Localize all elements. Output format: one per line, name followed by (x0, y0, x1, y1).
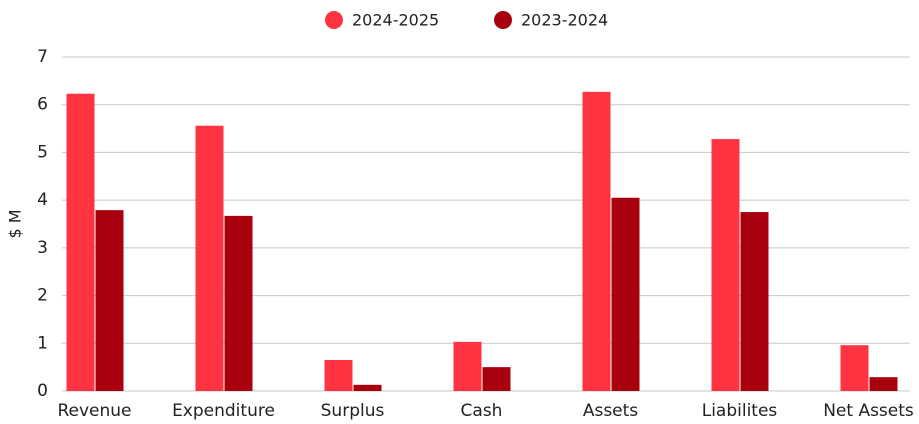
bar (95, 210, 124, 391)
y-tick-label: 4 (37, 190, 48, 210)
y-tick-label: 7 (37, 47, 48, 67)
x-tick-label: Liabilites (702, 401, 778, 421)
x-tick-label: Cash (461, 401, 503, 421)
bar (840, 345, 869, 391)
bar (453, 341, 482, 391)
x-tick-label: Revenue (57, 401, 131, 421)
y-tick-label: 6 (37, 95, 48, 115)
x-tick-label: Assets (583, 401, 638, 421)
y-tick-label: 0 (37, 381, 48, 401)
legend-swatch (494, 11, 512, 29)
bar (353, 384, 382, 391)
y-tick-label: 2 (37, 286, 48, 306)
x-tick-label: Net Assets (823, 401, 914, 421)
bar (869, 377, 898, 391)
bar (582, 91, 611, 392)
y-tick-label: 3 (37, 238, 48, 258)
bar (195, 125, 224, 392)
y-tick-label: 1 (37, 333, 48, 353)
bar (66, 93, 95, 392)
bar (611, 197, 640, 391)
x-tick-label: Surplus (321, 401, 385, 421)
legend-swatch (325, 11, 343, 29)
bar (482, 367, 511, 391)
bar (711, 139, 740, 391)
x-tick-label: Expenditure (172, 401, 275, 421)
y-axis-label: $ M (6, 209, 25, 238)
bar (224, 215, 253, 391)
y-tick-label: 5 (37, 142, 48, 162)
legend-label: 2024-2025 (352, 11, 439, 30)
legend-label: 2023-2024 (521, 11, 608, 30)
bar (740, 212, 769, 391)
bar (324, 359, 353, 391)
